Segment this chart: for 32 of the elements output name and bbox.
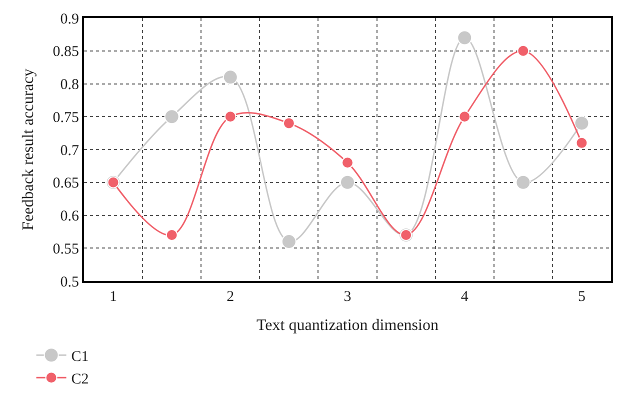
point [224,110,236,123]
point [342,156,354,169]
point [517,44,530,57]
x-tick-label: 5 [578,289,586,305]
point [166,228,178,241]
point [281,234,296,250]
point [457,30,472,46]
x-axis-title: Text quantization dimension [256,317,438,334]
point [282,117,295,130]
y-tick-label: 0.5 [60,274,79,290]
point [516,174,531,190]
legend-label: C1 [71,348,89,365]
point [222,70,238,85]
point [574,116,590,131]
point [576,136,588,149]
x-tick-label: 4 [460,289,469,305]
y-tick-label: 0.7 [60,142,80,159]
legend-label: C2 [71,371,89,388]
point [458,110,471,123]
x-tick-label: 1 [110,289,118,305]
y-tick-label: 0.6 [60,208,80,224]
y-tick-label: 0.9 [60,11,79,28]
y-tick-label: 0.8 [60,77,79,93]
y-tick-label: 0.85 [52,44,79,60]
y-tick-label: 0.75 [52,110,79,126]
point [340,174,355,190]
y-tick-label: 0.65 [52,176,79,192]
point [164,109,180,124]
y-axis-title: Feedback result accuracy [20,68,38,230]
x-tick-label: 3 [344,289,352,305]
y-tick-label: 0.55 [52,241,79,258]
x-tick-label: 2 [226,289,234,305]
